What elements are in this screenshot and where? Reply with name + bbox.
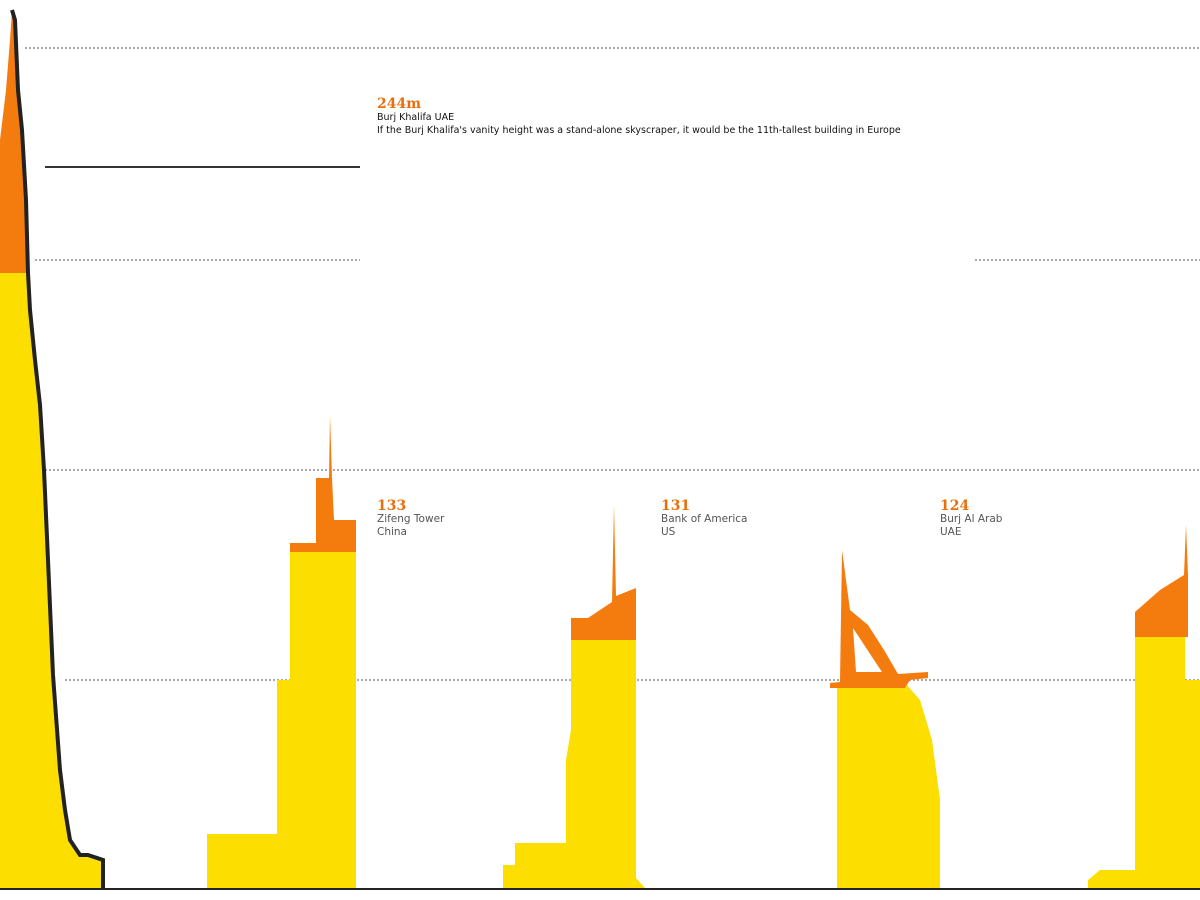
- country: US: [661, 526, 676, 538]
- vanity-height: [290, 415, 356, 552]
- vanity-height: [571, 505, 636, 640]
- building-name: Burj Al Arab: [940, 513, 1003, 525]
- zifeng-tower: [207, 415, 356, 888]
- vanity-height: [830, 550, 928, 688]
- building-base: [1088, 637, 1200, 888]
- height-label: 244m: [377, 96, 421, 112]
- annotation: If the Burj Khalifa's vanity height was …: [377, 125, 901, 136]
- bank-of-america: [503, 505, 645, 888]
- burj-khalifa: [0, 9, 105, 888]
- country: UAE: [940, 526, 962, 538]
- height-label: 133: [377, 498, 406, 514]
- building-base: [207, 552, 356, 888]
- vanity-height: [0, 10, 28, 273]
- vanity-height: [1135, 525, 1188, 637]
- burj-al-arab: [830, 550, 940, 888]
- building-base: [0, 273, 103, 888]
- building-name: Zifeng Tower: [377, 513, 445, 525]
- country: China: [377, 526, 407, 538]
- height-label: 124: [940, 498, 969, 514]
- guide-lines: [25, 47, 1200, 681]
- building-base: [837, 683, 940, 888]
- building-outline: [10, 9, 105, 888]
- right-building: [1088, 525, 1200, 888]
- height-label: 131: [661, 498, 690, 514]
- building-base: [503, 640, 645, 888]
- building-name: Bank of America: [661, 513, 747, 525]
- building-name: Burj Khalifa UAE: [377, 112, 454, 123]
